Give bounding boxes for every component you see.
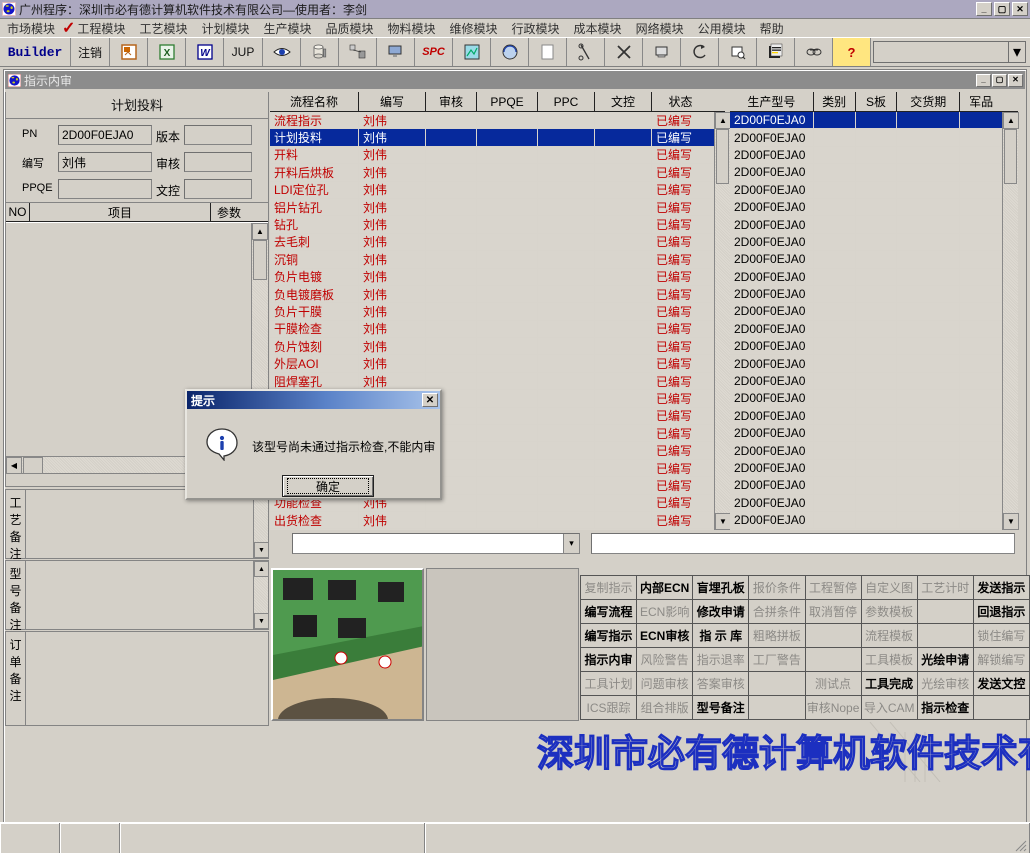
svg-text:深圳市必有德计算机软件技术有限公司: 深圳市必有德计算机软件技术有限公司 bbox=[537, 732, 1030, 774]
svg-text:X: X bbox=[163, 48, 170, 59]
svg-text:W: W bbox=[200, 48, 211, 59]
